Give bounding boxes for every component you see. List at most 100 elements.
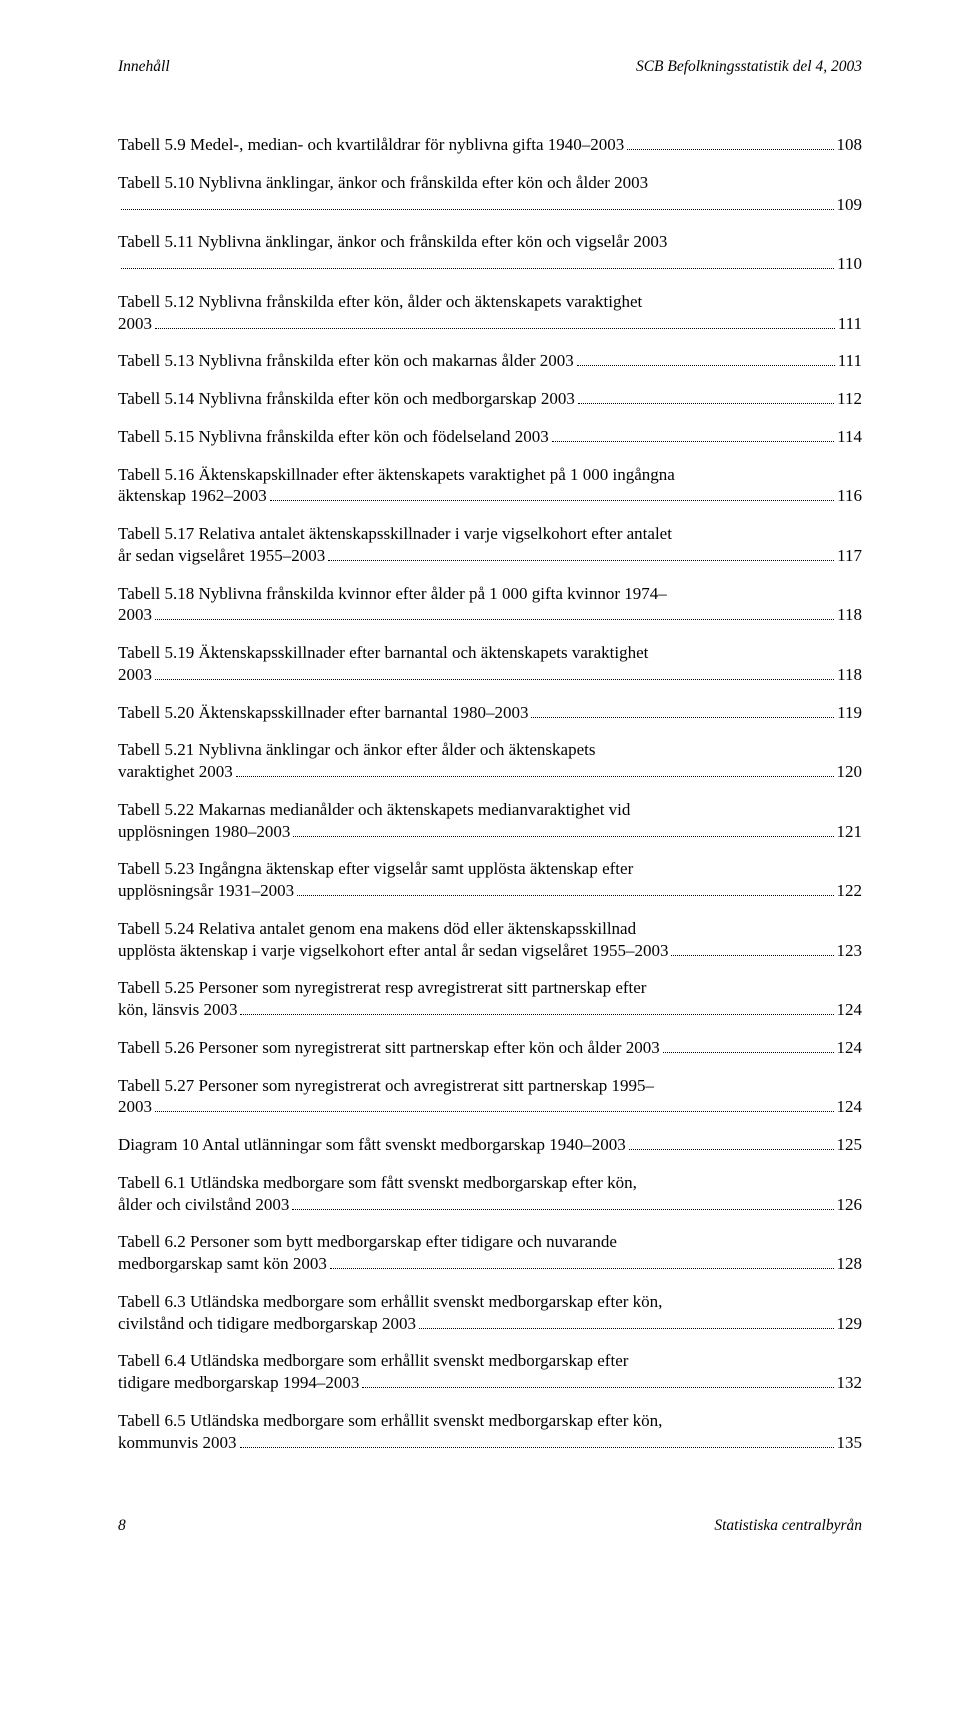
toc-entry-text: Tabell 6.4 Utländska medborgare som erhå… bbox=[118, 1350, 862, 1372]
toc-entry: Tabell 6.4 Utländska medborgare som erhå… bbox=[118, 1350, 862, 1394]
toc-entry-tail: 2003 bbox=[118, 604, 152, 626]
toc-entry-last-line: 2003 118 bbox=[118, 664, 862, 686]
toc-entry-last-line: 110 bbox=[118, 253, 862, 275]
toc-entry-page: 122 bbox=[837, 880, 863, 902]
toc-entry: Tabell 5.18 Nyblivna frånskilda kvinnor … bbox=[118, 583, 862, 627]
toc-entry: Tabell 5.15 Nyblivna frånskilda efter kö… bbox=[118, 426, 862, 448]
toc-entry-last-line: Diagram 10 Antal utlänningar som fått sv… bbox=[118, 1134, 862, 1156]
toc-entry: Tabell 5.27 Personer som nyregistrerat o… bbox=[118, 1075, 862, 1119]
toc-entry: Tabell 5.10 Nyblivna änklingar, änkor oc… bbox=[118, 172, 862, 216]
toc-entry-page: 121 bbox=[837, 821, 863, 843]
dot-leader bbox=[155, 679, 834, 680]
toc-entry: Tabell 5.11 Nyblivna änklingar, änkor oc… bbox=[118, 231, 862, 275]
toc-entry-page: 129 bbox=[837, 1313, 863, 1335]
dot-leader bbox=[419, 1328, 833, 1329]
header-left: Innehåll bbox=[118, 58, 170, 76]
toc-entry-last-line: Tabell 5.14 Nyblivna frånskilda efter kö… bbox=[118, 388, 862, 410]
page-footer: 8 Statistiska centralbyrån bbox=[118, 1517, 862, 1535]
toc-entry-page: 132 bbox=[837, 1372, 863, 1394]
dot-leader bbox=[663, 1052, 834, 1053]
toc-entry: Tabell 5.12 Nyblivna frånskilda efter kö… bbox=[118, 291, 862, 335]
toc-entry-tail: Diagram 10 Antal utlänningar som fått sv… bbox=[118, 1134, 626, 1156]
toc-entry-tail: Tabell 5.15 Nyblivna frånskilda efter kö… bbox=[118, 426, 549, 448]
toc-entry-last-line: tidigare medborgarskap 1994–2003 132 bbox=[118, 1372, 862, 1394]
toc-entry-tail: civilstånd och tidigare medborgarskap 20… bbox=[118, 1313, 416, 1335]
toc-entry-last-line: Tabell 5.15 Nyblivna frånskilda efter kö… bbox=[118, 426, 862, 448]
dot-leader bbox=[552, 441, 834, 442]
toc-entry-page: 112 bbox=[837, 388, 862, 410]
dot-leader bbox=[330, 1268, 834, 1269]
toc-entry: Tabell 5.24 Relativa antalet genom ena m… bbox=[118, 918, 862, 962]
toc-entry: Tabell 6.5 Utländska medborgare som erhå… bbox=[118, 1410, 862, 1454]
toc-entry-tail: tidigare medborgarskap 1994–2003 bbox=[118, 1372, 359, 1394]
dot-leader bbox=[362, 1387, 833, 1388]
page-header: Innehåll SCB Befolkningsstatistik del 4,… bbox=[118, 58, 862, 76]
toc-entry-page: 114 bbox=[837, 426, 862, 448]
toc-entry-page: 125 bbox=[837, 1134, 863, 1156]
toc-entry-text: Tabell 5.18 Nyblivna frånskilda kvinnor … bbox=[118, 583, 862, 605]
toc-entry-tail: Tabell 5.9 Medel-, median- och kvartilål… bbox=[118, 134, 624, 156]
toc-entry-last-line: Tabell 5.20 Äktenskapsskillnader efter b… bbox=[118, 702, 862, 724]
toc-entry-page: 110 bbox=[837, 253, 862, 275]
dot-leader bbox=[531, 717, 834, 718]
toc-entry: Tabell 6.3 Utländska medborgare som erhå… bbox=[118, 1291, 862, 1335]
toc-entry-text: Tabell 5.21 Nyblivna änklingar och änkor… bbox=[118, 739, 862, 761]
toc-entry: Tabell 6.2 Personer som bytt medborgarsk… bbox=[118, 1231, 862, 1275]
toc-entry-text: Tabell 6.5 Utländska medborgare som erhå… bbox=[118, 1410, 862, 1432]
toc-entry-tail: upplösningsår 1931–2003 bbox=[118, 880, 294, 902]
toc-entry-last-line: Tabell 5.26 Personer som nyregistrerat s… bbox=[118, 1037, 862, 1059]
toc-entry-tail: 2003 bbox=[118, 313, 152, 335]
dot-leader bbox=[236, 776, 834, 777]
toc-entry-last-line: varaktighet 2003 120 bbox=[118, 761, 862, 783]
toc-entry-page: 109 bbox=[837, 194, 863, 216]
footer-page-number: 8 bbox=[118, 1517, 126, 1535]
toc-entry-text: Tabell 5.17 Relativa antalet äktenskapss… bbox=[118, 523, 862, 545]
toc-entry: Tabell 5.14 Nyblivna frånskilda efter kö… bbox=[118, 388, 862, 410]
toc-entry-tail: 2003 bbox=[118, 664, 152, 686]
dot-leader bbox=[121, 268, 834, 269]
toc-entry-page: 120 bbox=[837, 761, 863, 783]
toc-entry-page: 135 bbox=[837, 1432, 863, 1454]
toc-entry-text: Tabell 5.10 Nyblivna änklingar, änkor oc… bbox=[118, 172, 862, 194]
header-right: SCB Befolkningsstatistik del 4, 2003 bbox=[636, 58, 862, 76]
dot-leader bbox=[240, 1447, 834, 1448]
dot-leader bbox=[293, 836, 833, 837]
toc-entry-text: Tabell 5.12 Nyblivna frånskilda efter kö… bbox=[118, 291, 862, 313]
toc-entry-tail: år sedan vigselåret 1955–2003 bbox=[118, 545, 325, 567]
dot-leader bbox=[292, 1209, 833, 1210]
toc-entry-text: Tabell 6.3 Utländska medborgare som erhå… bbox=[118, 1291, 862, 1313]
toc-entry-last-line: ålder och civilstånd 2003 126 bbox=[118, 1194, 862, 1216]
toc-entry-tail: varaktighet 2003 bbox=[118, 761, 233, 783]
toc-entry-text: Tabell 5.25 Personer som nyregistrerat r… bbox=[118, 977, 862, 999]
toc-entry: Diagram 10 Antal utlänningar som fått sv… bbox=[118, 1134, 862, 1156]
toc-entry-page: 116 bbox=[837, 485, 862, 507]
dot-leader bbox=[577, 365, 835, 366]
toc-entry-last-line: upplösningen 1980–2003121 bbox=[118, 821, 862, 843]
toc-entry-text: Tabell 5.24 Relativa antalet genom ena m… bbox=[118, 918, 862, 940]
toc-entry-page: 118 bbox=[837, 664, 862, 686]
toc-entry-last-line: medborgarskap samt kön 2003128 bbox=[118, 1253, 862, 1275]
toc-entry-last-line: Tabell 5.9 Medel-, median- och kvartilål… bbox=[118, 134, 862, 156]
toc-entry-last-line: 2003 118 bbox=[118, 604, 862, 626]
toc-entry-page: 124 bbox=[837, 1037, 863, 1059]
toc-entry-last-line: Tabell 5.13 Nyblivna frånskilda efter kö… bbox=[118, 350, 862, 372]
toc-entry-tail: Tabell 5.13 Nyblivna frånskilda efter kö… bbox=[118, 350, 574, 372]
toc-entry-page: 119 bbox=[837, 702, 862, 724]
toc-entry-last-line: kommunvis 2003135 bbox=[118, 1432, 862, 1454]
toc-entry-page: 118 bbox=[837, 604, 862, 626]
dot-leader bbox=[328, 560, 834, 561]
toc-entry-page: 108 bbox=[837, 134, 863, 156]
toc-entry-tail: ålder och civilstånd 2003 bbox=[118, 1194, 289, 1216]
dot-leader bbox=[297, 895, 833, 896]
toc-entry-text: Tabell 5.27 Personer som nyregistrerat o… bbox=[118, 1075, 862, 1097]
toc-entry-last-line: upplösta äktenskap i varje vigselkohort … bbox=[118, 940, 862, 962]
dot-leader bbox=[121, 209, 834, 210]
toc-entry-page: 126 bbox=[837, 1194, 863, 1216]
dot-leader bbox=[155, 328, 835, 329]
toc-entry-text: Tabell 5.16 Äktenskapskillnader efter äk… bbox=[118, 464, 862, 486]
toc-entry-tail: 2003 bbox=[118, 1096, 152, 1118]
toc-entry-page: 124 bbox=[837, 1096, 863, 1118]
toc-entry-text: Tabell 6.1 Utländska medborgare som fått… bbox=[118, 1172, 862, 1194]
toc-entry-tail: Tabell 5.26 Personer som nyregistrerat s… bbox=[118, 1037, 660, 1059]
toc-entry-last-line: upplösningsår 1931–2003 122 bbox=[118, 880, 862, 902]
